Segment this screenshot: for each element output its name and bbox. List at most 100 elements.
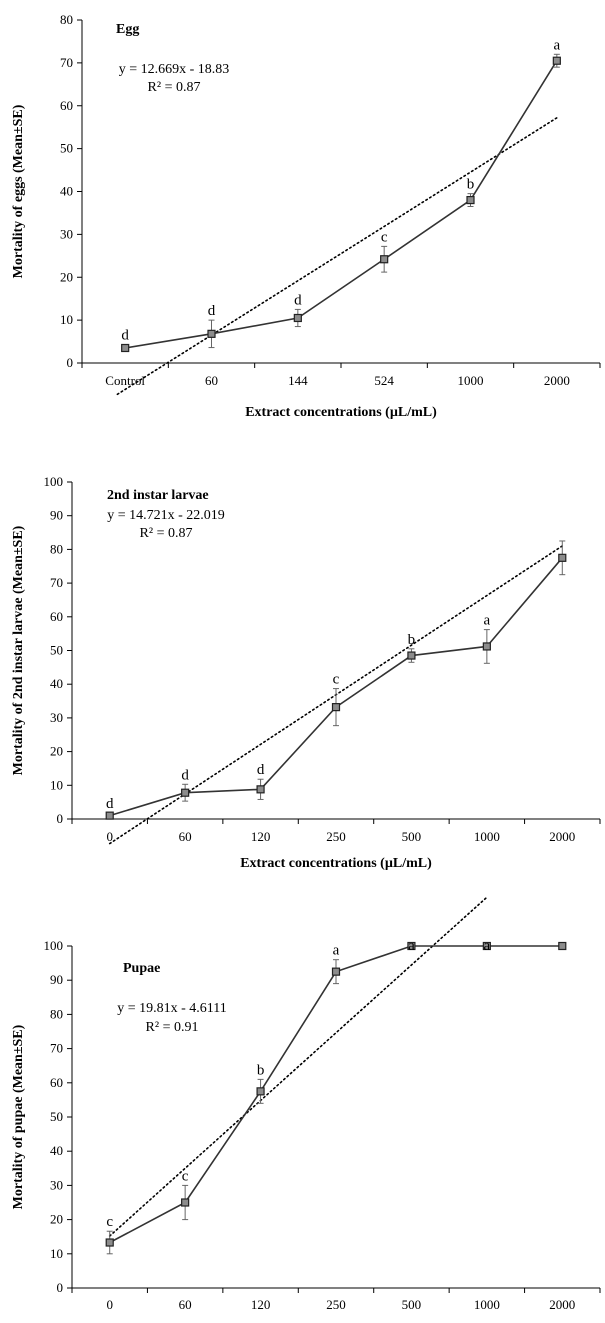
data-point <box>105 811 114 820</box>
significance-label: d <box>106 796 114 812</box>
series-line <box>109 945 563 1244</box>
significance-label: b <box>257 1062 265 1078</box>
y-tick-label: 0 <box>67 355 74 370</box>
y-tick-label: 70 <box>50 1041 63 1056</box>
trendline-r2: R² = 0.87 <box>140 526 193 541</box>
y-tick-label: 0 <box>57 811 64 826</box>
x-axis-title: Extract concentrations (µL/mL) <box>240 856 432 871</box>
x-tick-label: 500 <box>402 1297 422 1312</box>
y-tick-label: 40 <box>60 184 73 199</box>
y-tick-label: 80 <box>60 12 73 27</box>
x-tick-label: 1000 <box>474 829 500 844</box>
significance-label: d <box>208 303 216 319</box>
significance-label: a <box>484 613 491 629</box>
chart-title: Pupae <box>123 961 160 976</box>
y-tick-label: 60 <box>50 609 63 624</box>
x-tick-label: 1000 <box>474 1297 500 1312</box>
data-point <box>466 195 475 205</box>
significance-label: b <box>408 632 416 648</box>
y-tick-label: 40 <box>50 1143 63 1158</box>
x-tick-label: 120 <box>251 1297 271 1312</box>
chart-panel-1: 0 10 20 30 40 50 60 70 80 Control 60 144 524 1000 2000… <box>11 12 601 420</box>
significance-label: d <box>121 328 129 344</box>
x-tick-label: 1000 <box>458 373 484 388</box>
y-tick-label: 100 <box>44 474 64 489</box>
y-tick-label: 100 <box>44 938 64 953</box>
trendline <box>108 896 488 1237</box>
data-point <box>407 941 416 951</box>
significance-label: a <box>553 37 560 53</box>
data-point <box>121 343 130 353</box>
x-tick-label: 2000 <box>549 1297 575 1312</box>
series-line <box>125 60 558 349</box>
data-point <box>105 1238 114 1247</box>
y-axis-title: Mortality of pupae (Mean±SE) <box>11 1024 26 1209</box>
significance-label: b <box>467 177 475 193</box>
trendline-equation: y = 19.81x - 4.6111 <box>117 1001 227 1016</box>
x-tick-label: 0 <box>106 829 113 844</box>
data-point <box>331 703 341 712</box>
y-tick-label: 0 <box>57 1280 64 1295</box>
x-tick-label: 120 <box>251 829 271 844</box>
x-tick-label: 250 <box>326 1297 346 1312</box>
x-tick-label: 2000 <box>549 829 575 844</box>
y-tick-label: 50 <box>50 1109 63 1124</box>
x-tick-label: 524 <box>374 373 394 388</box>
x-axis-title: Extract concentrations (µL/mL) <box>245 405 437 420</box>
x-tick-label: 2000 <box>544 373 570 388</box>
y-tick-label: 10 <box>50 777 63 792</box>
data-point <box>558 553 567 562</box>
data-point <box>482 642 491 651</box>
y-tick-label: 60 <box>50 1075 63 1090</box>
x-tick-label: 60 <box>179 829 192 844</box>
x-tick-label: Control <box>105 373 145 388</box>
data-point <box>482 941 491 951</box>
y-tick-label: 30 <box>50 710 63 725</box>
data-point <box>558 941 567 951</box>
y-tick-label: 50 <box>60 141 73 156</box>
y-tick-label: 70 <box>60 55 73 70</box>
trendline-equation: y = 14.721x - 22.019 <box>107 508 225 523</box>
y-tick-label: 70 <box>50 575 63 590</box>
y-tick-label: 80 <box>50 1006 63 1021</box>
x-tick-label: 144 <box>288 373 308 388</box>
chart-title: Egg <box>116 22 139 37</box>
x-tick-label: 0 <box>106 1297 113 1312</box>
data-point <box>407 651 416 660</box>
y-tick-label: 50 <box>50 643 63 658</box>
x-tick-label: 60 <box>205 373 218 388</box>
data-point <box>552 56 561 65</box>
significance-label: a <box>333 943 340 959</box>
trendline <box>116 117 558 396</box>
y-axis-title: Mortality of 2nd instar larvae (Mean±SE) <box>11 525 26 775</box>
x-tick-label: 500 <box>402 829 422 844</box>
y-tick-label: 90 <box>50 508 63 523</box>
chart-title: 2nd instar larvae <box>107 488 209 503</box>
significance-label: c <box>333 672 340 688</box>
data-point <box>380 255 389 264</box>
y-tick-label: 10 <box>50 1246 63 1261</box>
y-tick-label: 30 <box>60 226 73 241</box>
y-tick-label: 30 <box>50 1177 63 1192</box>
data-point <box>207 329 216 338</box>
significance-label: d <box>294 292 302 308</box>
y-tick-label: 60 <box>60 98 73 113</box>
data-point <box>331 967 341 976</box>
y-axis-title: Mortality of eggs (Mean±SE) <box>11 104 26 278</box>
data-point <box>256 1087 265 1096</box>
significance-label: d <box>257 762 265 778</box>
significance-label: c <box>381 229 388 245</box>
data-point <box>181 788 190 797</box>
significance-label: a <box>484 938 491 954</box>
trendline-r2: R² = 0.91 <box>146 1020 199 1035</box>
data-point <box>293 313 302 323</box>
significance-label: a <box>408 938 415 954</box>
significance-label: c <box>182 1168 189 1184</box>
trendline-r2: R² = 0.87 <box>148 80 201 95</box>
y-tick-label: 20 <box>50 1212 63 1227</box>
x-tick-label: 60 <box>179 1297 192 1312</box>
y-tick-label: 20 <box>60 269 73 284</box>
y-tick-label: 20 <box>50 744 63 759</box>
